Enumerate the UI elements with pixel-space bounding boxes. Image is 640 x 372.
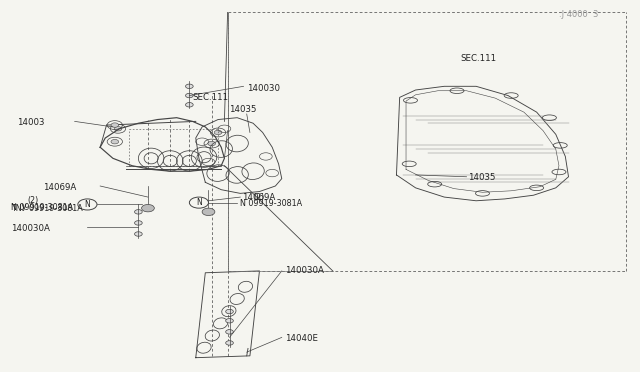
Circle shape — [226, 341, 234, 345]
Text: (2): (2) — [253, 193, 264, 202]
Text: 140030A: 140030A — [11, 224, 50, 233]
Text: SEC.111: SEC.111 — [460, 54, 496, 63]
Text: SEC.111: SEC.111 — [193, 93, 228, 102]
Circle shape — [111, 123, 118, 127]
Text: N 09919-3081A: N 09919-3081A — [241, 199, 303, 208]
Text: 14069A: 14069A — [43, 183, 76, 192]
Circle shape — [186, 84, 193, 89]
Circle shape — [186, 93, 193, 98]
Circle shape — [226, 318, 234, 323]
Text: 14035: 14035 — [229, 105, 257, 114]
Text: 14040E: 14040E — [285, 334, 318, 343]
Text: ТNУ 09919-3081A: ТNУ 09919-3081A — [11, 203, 83, 213]
Circle shape — [134, 210, 142, 214]
Text: .J 4000  3: .J 4000 3 — [559, 10, 598, 19]
Text: 140030: 140030 — [246, 84, 280, 93]
Text: 14069A: 14069A — [243, 193, 275, 202]
Circle shape — [226, 310, 234, 314]
Circle shape — [114, 126, 122, 131]
Text: N 09919-3081A: N 09919-3081A — [11, 203, 73, 212]
Text: 14003: 14003 — [17, 118, 45, 127]
Circle shape — [226, 330, 234, 334]
Circle shape — [134, 232, 142, 236]
Text: N: N — [84, 200, 90, 209]
Circle shape — [134, 221, 142, 225]
Text: 14035: 14035 — [468, 173, 496, 182]
Circle shape — [141, 205, 154, 212]
Circle shape — [202, 208, 215, 215]
Text: N: N — [196, 198, 202, 207]
Text: (2): (2) — [27, 196, 38, 205]
Circle shape — [214, 130, 222, 135]
Circle shape — [111, 140, 118, 144]
Circle shape — [208, 141, 216, 146]
Text: 140030A: 140030A — [285, 266, 324, 275]
Circle shape — [186, 103, 193, 107]
